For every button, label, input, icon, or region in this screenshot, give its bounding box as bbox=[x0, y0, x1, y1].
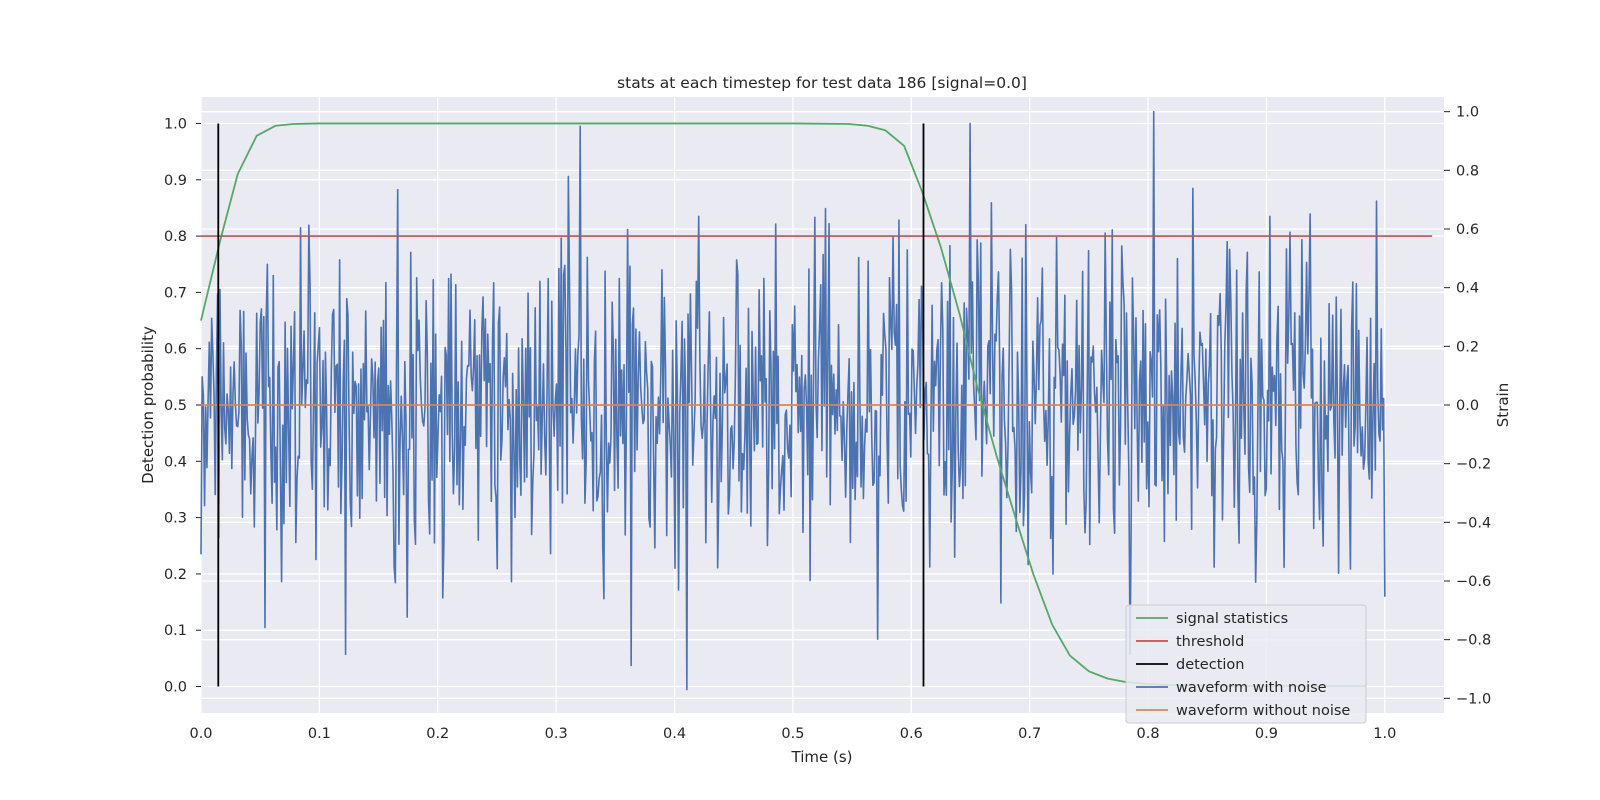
series-waveform-with-noise bbox=[200, 110, 1386, 691]
y-tick-label: 0.5 bbox=[164, 398, 187, 414]
y-tick-label: 0.9 bbox=[164, 173, 187, 189]
y-tick-label: 0.3 bbox=[164, 511, 187, 527]
legend: signal statistics threshold detection wavef… bbox=[1125, 604, 1367, 724]
y-tick-label: 1.0 bbox=[164, 116, 187, 132]
legend-label: detection bbox=[1176, 657, 1244, 673]
chart-title: stats at each timestep for test data 186… bbox=[617, 74, 1027, 92]
y2-axis-label: Strain bbox=[1494, 383, 1512, 427]
legend-label: waveform with noise bbox=[1176, 680, 1327, 696]
y2-tick-label: −0.2 bbox=[1456, 457, 1491, 473]
y-tick-label: 0.6 bbox=[164, 342, 187, 358]
x-tick-label: 0.8 bbox=[1137, 726, 1160, 742]
legend-label: threshold bbox=[1176, 634, 1244, 650]
x-tick-label: 0.4 bbox=[663, 726, 686, 742]
x-tick-label: 0.7 bbox=[1018, 726, 1041, 742]
y2-tick-label: 0.4 bbox=[1456, 281, 1479, 297]
y-tick-label: 0.0 bbox=[164, 680, 187, 696]
y2-tick-label: −0.4 bbox=[1456, 515, 1491, 531]
x-tick-label: 0.9 bbox=[1255, 726, 1278, 742]
y-tick-label: 0.2 bbox=[164, 567, 187, 583]
x-tick-label: 1.0 bbox=[1373, 726, 1396, 742]
x-tick-label: 0.1 bbox=[308, 726, 331, 742]
y2-tick-label: 0.2 bbox=[1456, 339, 1479, 355]
y2-tick-label: 0.0 bbox=[1456, 398, 1479, 414]
y2-tick-label: 0.6 bbox=[1456, 222, 1479, 238]
legend-label: waveform without noise bbox=[1176, 703, 1350, 719]
plot-area: 0.0 0.1 0.2 0.3 0.4 0.5 0.6 0.7 0.8 0.9 1.0 0.0 0.1 0… bbox=[164, 97, 1491, 742]
y-tick-label: 0.4 bbox=[164, 454, 187, 470]
y-axis-label: Detection probability bbox=[139, 326, 157, 484]
x-tick-label: 0.2 bbox=[426, 726, 449, 742]
y-tick-label: 0.7 bbox=[164, 285, 187, 301]
y2-tick-label: 1.0 bbox=[1456, 105, 1479, 121]
x-tick-label: 0.0 bbox=[189, 726, 212, 742]
x-axis-label: Time (s) bbox=[791, 748, 853, 766]
legend-label: signal statistics bbox=[1176, 611, 1288, 627]
x-tick-label: 0.3 bbox=[545, 726, 568, 742]
y-tick-label: 0.1 bbox=[164, 623, 187, 639]
legend-box bbox=[1125, 604, 1367, 724]
x-tick-label: 0.5 bbox=[781, 726, 804, 742]
y2-tick-label: −0.6 bbox=[1456, 574, 1491, 590]
y2-tick-label: 0.8 bbox=[1456, 163, 1479, 179]
y2-tick-label: −0.8 bbox=[1456, 633, 1491, 649]
y-tick-label: 0.8 bbox=[164, 229, 187, 245]
y2-tick-label: −1.0 bbox=[1456, 691, 1491, 707]
x-tick-label: 0.6 bbox=[900, 726, 923, 742]
